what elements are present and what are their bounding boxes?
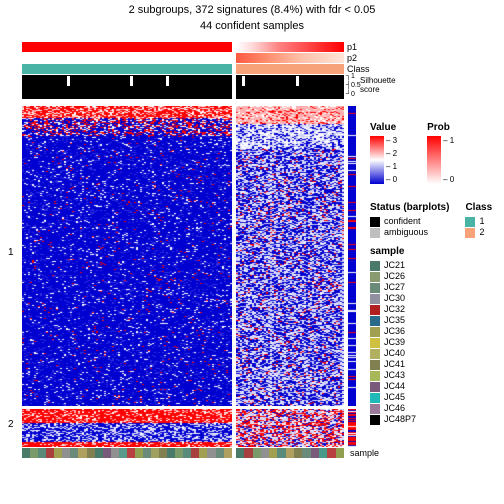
annotation-row: p2 <box>22 53 379 63</box>
legend-panel: Value – 3– 2– 1– 0 Prob – 1– 0 Status (b… <box>370 116 492 425</box>
annot-label: p2 <box>347 53 357 63</box>
chart-title-line1: 2 subgroups, 372 signatures (8.4%) with … <box>0 0 504 16</box>
heatmap-block <box>348 409 356 447</box>
legend-class: Class 12 <box>465 196 492 238</box>
chart-title-line2: 44 confident samples <box>0 16 504 32</box>
legend-value: Value – 3– 2– 1– 0 <box>370 116 397 186</box>
heatmap-figure: p1 p2 Class ┐1 ┤0.5 ┘0 Silhouette score … <box>22 42 379 458</box>
heatmap-block <box>236 106 344 406</box>
annotation-row: Class <box>22 64 379 74</box>
heatmap-block <box>22 106 232 406</box>
sample-track: sample <box>22 448 379 458</box>
annot-label: p1 <box>347 42 357 52</box>
heatmap-block <box>22 409 232 447</box>
heatmap-row-group-1 <box>22 106 379 406</box>
row-label-1: 1 <box>8 247 14 258</box>
legend-prob: Prob – 1– 0 <box>427 116 454 186</box>
legend-sample: sample JC21JC26JC27JC30JC32JC35JC36JC39J… <box>370 246 492 425</box>
annotation-row: p1 <box>22 42 379 52</box>
legend-status: Status (barplots) confidentambiguous <box>370 196 449 238</box>
heatmap-block <box>236 409 344 447</box>
silhouette-track: ┐1 ┤0.5 ┘0 Silhouette score <box>22 75 379 99</box>
row-label-2: 2 <box>8 419 14 430</box>
silhouette-label: Silhouette score <box>360 76 396 94</box>
heatmap-row-group-2 <box>22 409 379 447</box>
sample-label: sample <box>350 448 379 458</box>
heatmap-block <box>348 106 356 406</box>
